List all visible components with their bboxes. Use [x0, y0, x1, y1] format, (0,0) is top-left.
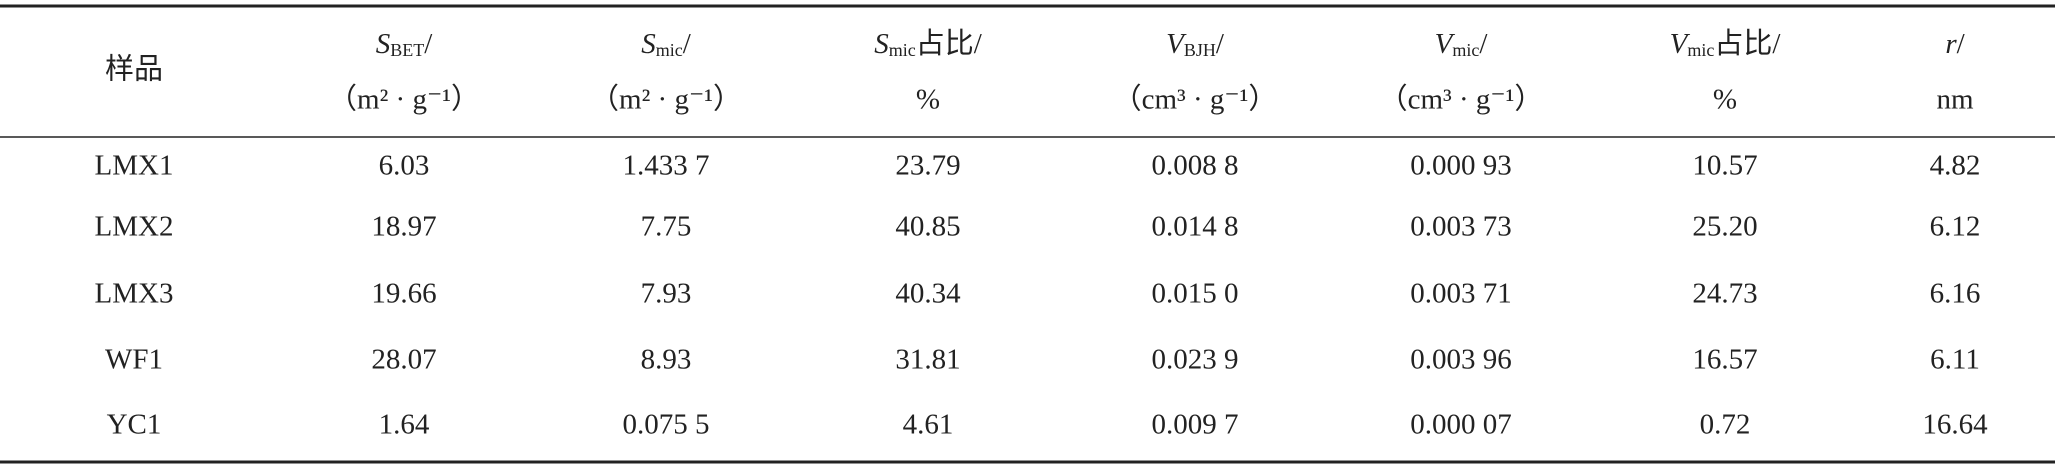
cell-value: 6.12 [1930, 211, 1981, 243]
sample-name: LMX3 [95, 278, 174, 310]
cell-value: 0.000 93 [1410, 150, 1512, 182]
sample-name: LMX1 [95, 150, 174, 182]
cell-value: 25.20 [1692, 211, 1757, 243]
cell-value: 24.73 [1692, 278, 1757, 310]
header-label: 样品 [105, 53, 163, 86]
cell-value: 7.75 [641, 211, 692, 243]
header-symbol: Smic/ [641, 28, 692, 60]
variable: r [1945, 28, 1957, 60]
cell-value: 8.93 [641, 344, 692, 376]
header-tail: / [424, 28, 433, 60]
cell-value: 0.72 [1700, 409, 1751, 441]
cell-value: 6.11 [1930, 344, 1980, 376]
cell-value: 0.023 9 [1152, 344, 1239, 376]
variable: S [376, 28, 391, 60]
subscript: mic [656, 40, 683, 60]
cell-value: 0.015 0 [1152, 278, 1239, 310]
cell-value: 0.014 8 [1152, 211, 1239, 243]
cell-value: 1.433 7 [623, 150, 710, 182]
header-unit: nm [1936, 84, 1974, 116]
cell-value: 6.16 [1930, 278, 1981, 310]
subscript: mic [1452, 40, 1479, 60]
subscript: mic [1687, 40, 1714, 60]
cell-value: 40.85 [895, 211, 960, 243]
cell-value: 7.93 [641, 278, 692, 310]
cell-value: 4.61 [903, 409, 954, 441]
header-tail: / [683, 28, 692, 60]
header-unit: （cm³ · g⁻¹） [1113, 84, 1278, 116]
variable: S [874, 28, 889, 60]
header-symbol: VBJH/ [1166, 28, 1225, 60]
header-unit: % [1713, 84, 1737, 116]
header-symbol: Vmic/ [1435, 28, 1489, 60]
header-symbol: SBET/ [376, 28, 434, 60]
sample-name: LMX2 [95, 211, 174, 243]
cell-value: 23.79 [895, 150, 960, 182]
header-tail: / [1216, 28, 1225, 60]
sample-name: WF1 [105, 344, 163, 376]
subscript: mic [889, 40, 916, 60]
cell-value: 28.07 [371, 344, 436, 376]
header-unit: （cm³ · g⁻¹） [1379, 84, 1544, 116]
cell-value: 0.003 73 [1410, 211, 1512, 243]
header-unit: （m² · g⁻¹） [590, 84, 742, 116]
cell-value: 16.64 [1922, 409, 1988, 441]
header-unit: % [916, 84, 940, 116]
cell-value: 0.009 7 [1152, 409, 1239, 441]
sample-name: YC1 [107, 409, 162, 441]
cell-value: 1.64 [379, 409, 430, 441]
cell-value: 16.57 [1692, 344, 1757, 376]
cell-value: 0.003 96 [1410, 344, 1512, 376]
header-tail: 占比/ [1714, 27, 1781, 60]
cell-value: 18.97 [371, 211, 436, 243]
variable: S [641, 28, 656, 60]
header-symbol: Vmic占比/ [1670, 27, 1782, 60]
variable: V [1670, 28, 1691, 60]
header-symbol: Smic占比/ [874, 27, 983, 60]
cell-value: 0.003 71 [1410, 278, 1512, 310]
cell-value: 31.81 [895, 344, 960, 376]
cell-value: 0.000 07 [1410, 409, 1512, 441]
subscript: BET [390, 40, 424, 60]
variable: V [1435, 28, 1456, 60]
cell-value: 10.57 [1692, 150, 1757, 182]
cell-value: 0.008 8 [1152, 150, 1239, 182]
subscript: BJH [1184, 40, 1216, 60]
cell-value: 0.075 5 [623, 409, 710, 441]
header-tail: / [1479, 28, 1488, 60]
cell-value: 4.82 [1930, 150, 1981, 182]
header-tail: / [1957, 28, 1966, 60]
header-tail: 占比/ [916, 27, 983, 60]
cell-value: 19.66 [371, 278, 436, 310]
header-unit: （m² · g⁻¹） [328, 84, 480, 116]
cell-value: 6.03 [379, 150, 430, 182]
variable: V [1166, 28, 1187, 60]
cell-value: 40.34 [895, 278, 961, 310]
header-symbol: r/ [1945, 28, 1965, 60]
